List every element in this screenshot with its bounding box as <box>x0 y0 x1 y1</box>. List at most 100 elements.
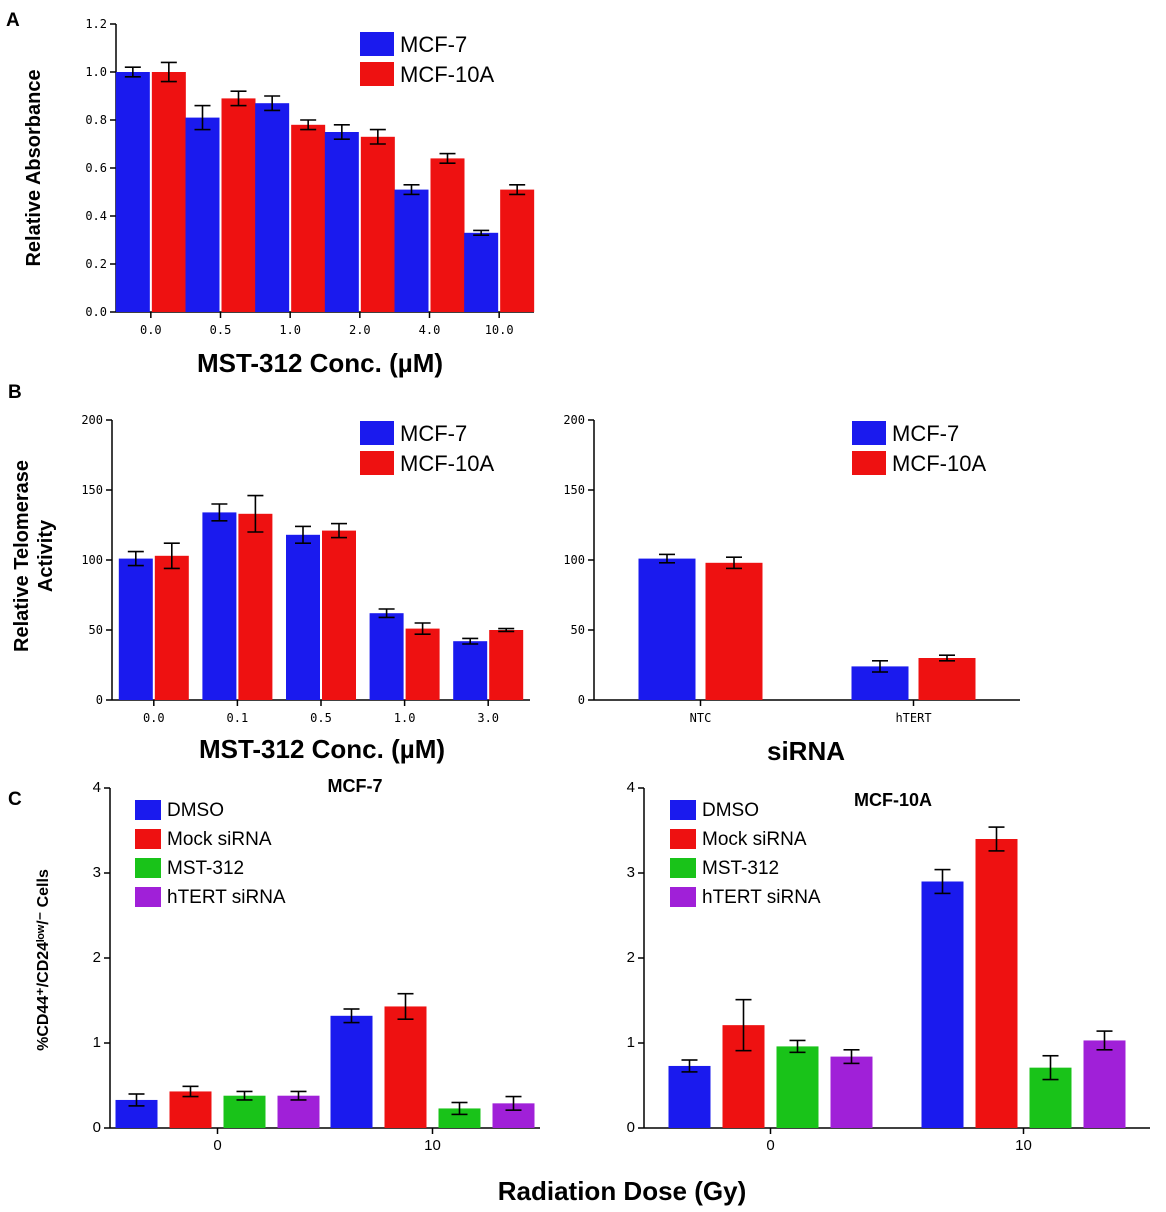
y-tick-label: 0.2 <box>85 257 107 271</box>
bar-mcf-7-0-0 <box>115 72 150 312</box>
bar-mcf-7-1-0 <box>369 613 404 700</box>
legend-swatch-mcf-7 <box>852 421 886 445</box>
panel-label-b: B <box>8 382 22 403</box>
bar-mcf-10a-0-0 <box>151 72 186 312</box>
x-tick-label: 2.0 <box>349 323 371 337</box>
chart-title-c1: MCF-7 <box>328 776 383 796</box>
legend-label-mcf-7: MCF-7 <box>400 32 467 57</box>
x-axis-title-a: MST-312 Conc. (µM) <box>197 348 443 378</box>
legend-label-dmso: DMSO <box>702 800 759 821</box>
legend-swatch-mock-sirna <box>670 829 696 849</box>
y-tick-label: 0.4 <box>85 209 107 223</box>
legend-label-mcf-10a: MCF-10A <box>400 62 494 87</box>
legend-swatch-dmso <box>670 800 696 820</box>
bar-mcf-7-0-5 <box>185 117 220 312</box>
legend-swatch-mock-sirna <box>135 829 161 849</box>
chart-c-mcf10a: 0 1 2 3 4 0 10 MCF-10A DMSO Mock siRNA MST-312 hTER… <box>627 779 1150 1154</box>
bar-mcf-7-3-0 <box>453 641 488 700</box>
legend-a: MCF-7 MCF-10A <box>360 32 494 87</box>
bar-mst-312-10 <box>438 1108 481 1128</box>
legend-label-dmso: DMSO <box>167 800 224 821</box>
y-tick-label: 200 <box>563 413 585 427</box>
bar-mcf-7-1-0 <box>255 103 290 312</box>
legend-b2: MCF-7 MCF-10A <box>852 421 986 476</box>
bar-mock-sirna-10 <box>975 839 1018 1128</box>
y-tick-label: 0 <box>96 693 103 707</box>
bar-mock-sirna-10 <box>384 1006 427 1128</box>
y-tick-label: 4 <box>627 779 635 796</box>
legend-swatch-mcf-10a <box>360 451 394 475</box>
bar-dmso-0 <box>668 1065 711 1128</box>
legend-swatch-mcf-7 <box>360 421 394 445</box>
x-tick-label: 1.0 <box>279 323 301 337</box>
x-axis-title-b2: siRNA <box>767 736 845 766</box>
y-tick-label: 150 <box>563 483 585 497</box>
y-tick-label: 0.8 <box>85 113 107 127</box>
legend-label-htert-sirna: hTERT siRNA <box>702 887 821 908</box>
legend-swatch-mst-312 <box>135 858 161 878</box>
chart-b-sirna: 0 50 100 150 200 NTC hTERT siRNA MCF-7 MCF-10A <box>563 413 1020 766</box>
y-tick-label: 100 <box>81 553 103 567</box>
legend-swatch-mcf-10a <box>360 62 394 86</box>
legend-swatch-htert-sirna <box>670 887 696 907</box>
legend-label-mst-312: MST-312 <box>702 858 779 879</box>
y-tick-label: 4 <box>93 779 101 796</box>
bar-mcf-10a-ntc <box>705 562 763 700</box>
y-tick-label: 1 <box>627 1034 635 1051</box>
y-axis-title-b1: Relative Telomerase <box>11 460 33 652</box>
y-tick-label: 1.2 <box>85 17 107 31</box>
y-tick-label: 0 <box>93 1119 101 1136</box>
x-tick-label: hTERT <box>895 711 931 725</box>
bar-mcf-10a-3-0 <box>489 630 524 700</box>
legend-label-mock-sirna: Mock siRNA <box>702 829 807 850</box>
y-tick-label: 3 <box>627 864 635 881</box>
x-tick-label: 10 <box>1015 1137 1032 1154</box>
y-tick-label: 0.6 <box>85 161 107 175</box>
bar-mst-312-0 <box>223 1095 266 1128</box>
bar-dmso-10 <box>921 881 964 1128</box>
bar-mcf-7-0-0 <box>118 558 153 700</box>
legend-c2: DMSO Mock siRNA MST-312 hTERT siRNA <box>670 800 821 908</box>
legend-label-mcf-10a: MCF-10A <box>892 451 986 476</box>
legend-label-mcf-7: MCF-7 <box>400 421 467 446</box>
x-tick-label: 0.0 <box>143 711 165 725</box>
bar-mcf-7-2-0 <box>324 132 359 312</box>
x-axis-title-b1: MST-312 Conc. (µM) <box>199 734 445 764</box>
y-axis-title-c1: %CD44⁺/CD24ˡᵒʷ/⁻ Cells <box>35 869 52 1051</box>
radiation-dose-xlabel: Radiation Dose (Gy) <box>498 1176 746 1206</box>
x-tick-label: 0.0 <box>140 323 162 337</box>
bar-mcf-10a-10-0 <box>500 189 535 312</box>
x-tick-label: 0.5 <box>310 711 332 725</box>
y-tick-label: 1.0 <box>85 65 107 79</box>
y-tick-label: 1 <box>93 1034 101 1051</box>
bar-htert-sirna-10 <box>1083 1040 1126 1128</box>
bar-mcf-10a-0-5 <box>221 98 256 313</box>
x-tick-label: 0.5 <box>210 323 232 337</box>
legend-label-mst-312: MST-312 <box>167 858 244 879</box>
bar-dmso-10 <box>330 1015 373 1128</box>
bar-mcf-10a-htert <box>918 658 976 700</box>
bar-mcf-10a-2-0 <box>360 136 395 312</box>
y-tick-label: 50 <box>89 623 103 637</box>
bar-mcf-7-4-0 <box>394 189 429 312</box>
legend-swatch-mcf-7 <box>360 32 394 56</box>
y-tick-label: 0.0 <box>85 305 107 319</box>
y-tick-label: 100 <box>563 553 585 567</box>
chart-a: 0.0 0.2 0.4 0.6 0.8 1.0 1.2 0.0 0.5 1.0 2.0 4.0 10.0… <box>23 17 535 378</box>
legend-label-mock-sirna: Mock siRNA <box>167 829 272 850</box>
bar-mcf-10a-0-1 <box>238 513 273 700</box>
legend-c1: DMSO Mock siRNA MST-312 hTERT siRNA <box>135 800 286 908</box>
panel-label-a: A <box>6 10 20 31</box>
chart-title-c2: MCF-10A <box>854 790 932 810</box>
x-tick-label: 3.0 <box>477 711 499 725</box>
bar-mcf-10a-1-0 <box>291 124 326 312</box>
bar-htert-sirna-0 <box>277 1095 320 1128</box>
legend-swatch-mcf-10a <box>852 451 886 475</box>
bar-htert-sirna-0 <box>830 1056 873 1128</box>
chart-b-mst312: 0 50 100 150 200 0.0 0.1 0.5 1.0 3.0 MST-312 Conc.… <box>11 413 530 764</box>
bar-mcf-10a-4-0 <box>430 158 465 312</box>
bar-mock-sirna-0 <box>169 1091 212 1128</box>
bar-mcf-7-ntc <box>638 558 696 700</box>
x-tick-label: 0 <box>766 1137 774 1154</box>
